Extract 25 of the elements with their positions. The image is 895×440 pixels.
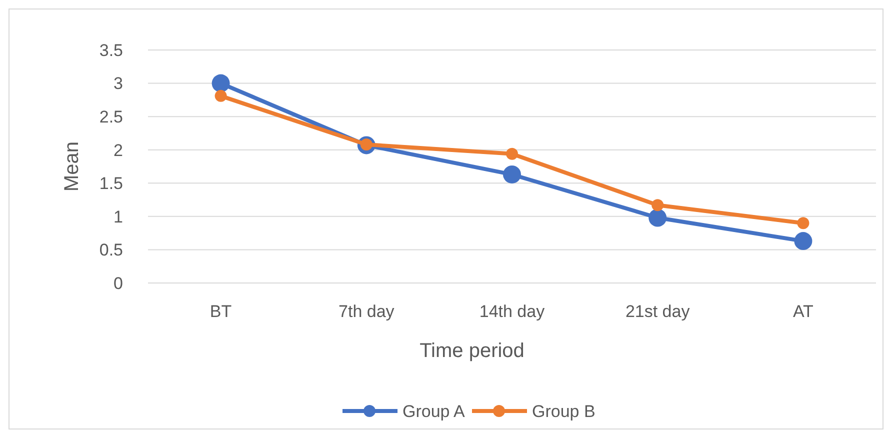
point: [794, 232, 812, 250]
y-tick-label: 1.5: [99, 174, 123, 194]
y-tick-label: 3: [114, 74, 123, 94]
point: [214, 90, 227, 102]
x-tick-label: AT: [792, 302, 814, 321]
x-tick-label: 21st day: [625, 302, 690, 321]
y-tick-label: 2.5: [99, 108, 123, 127]
y-tick-label: 2: [114, 140, 123, 160]
x-axis-title: Time period: [420, 340, 524, 362]
y-tick-label: 0: [114, 274, 123, 293]
y-tick-label: 3.5: [99, 40, 123, 60]
point: [506, 148, 518, 160]
point: [797, 217, 810, 230]
y-tick-label: 0.5: [99, 240, 123, 260]
point: [652, 199, 664, 212]
x-tick-label: BT: [210, 302, 232, 321]
x-tick-label: 14th day: [479, 302, 546, 321]
legend-label: Group A: [402, 402, 466, 421]
y-axis-title: Mean: [61, 141, 83, 192]
point: [648, 208, 667, 227]
point: [503, 165, 521, 184]
y-tick-label: 1: [114, 207, 123, 226]
legend-label: Group B: [532, 402, 596, 421]
x-tick-label: 7th day: [338, 302, 395, 321]
point: [212, 74, 230, 92]
